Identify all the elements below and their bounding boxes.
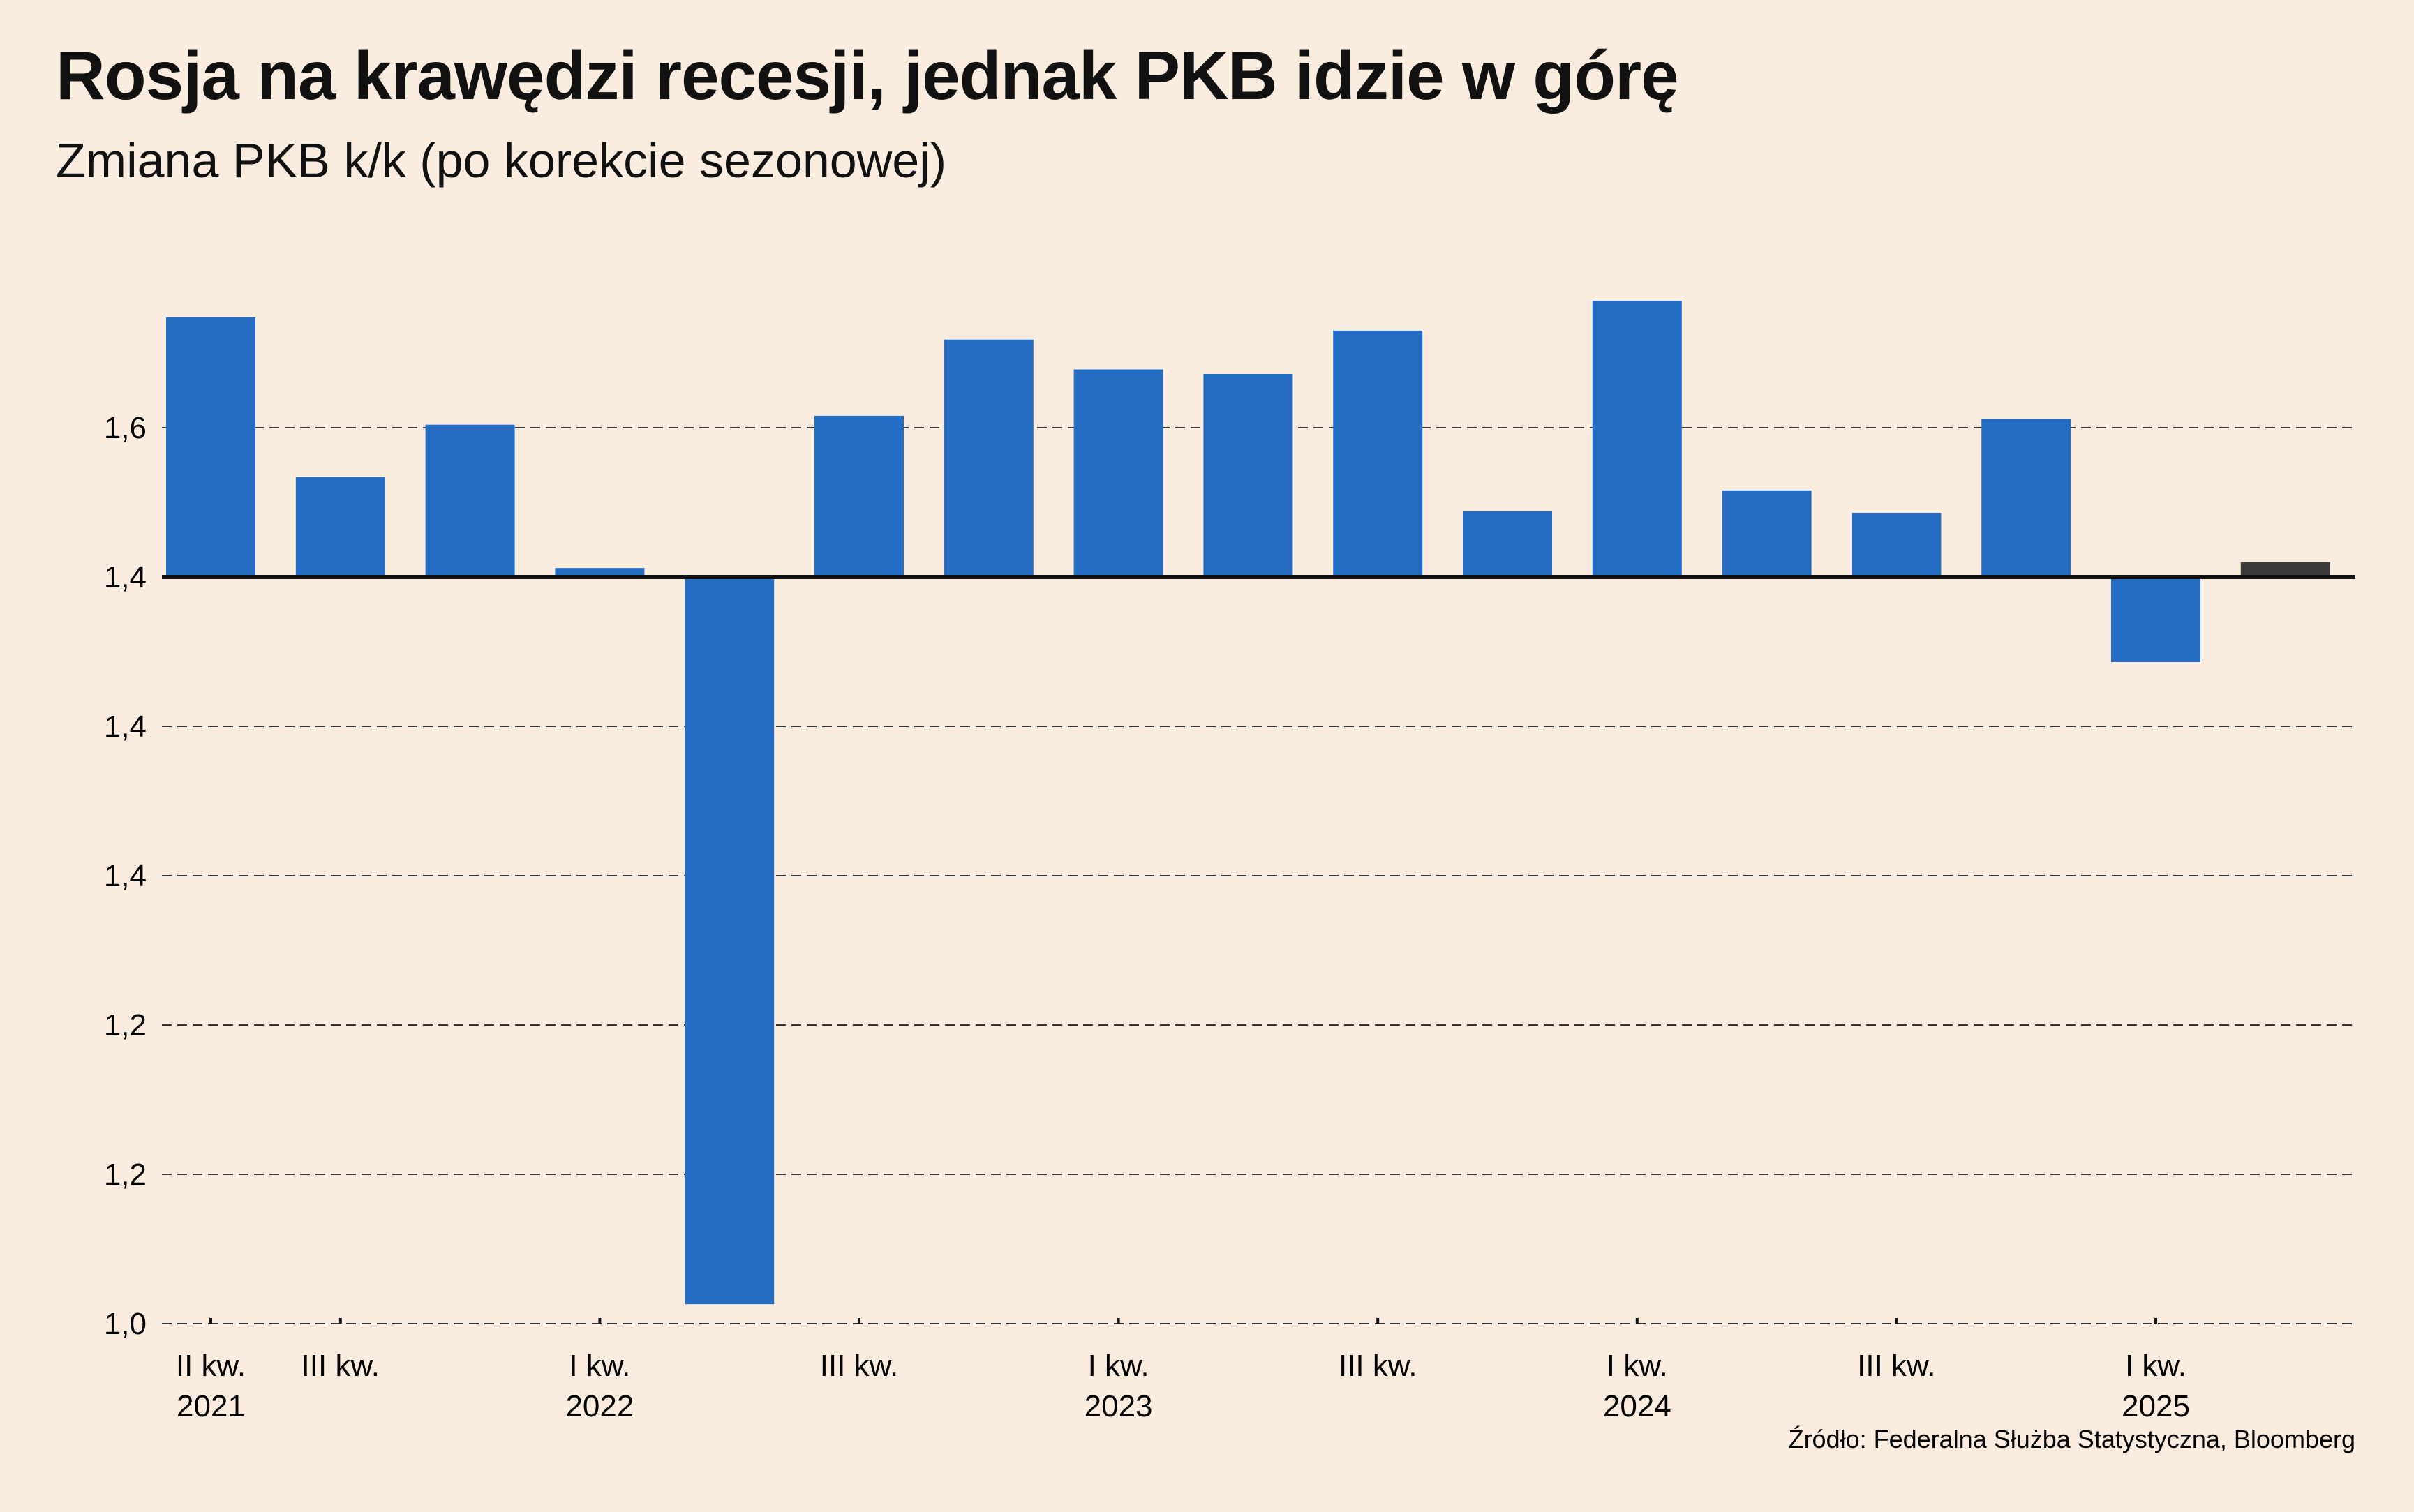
x-tick-year: 2025 [2122,1389,2190,1423]
x-tick-label: I kw. [1607,1349,1668,1383]
bar-ii-kw-2022 [685,577,775,1305]
y-tick-label: 1,4 [104,560,147,594]
bar-iii-kw-2021 [295,477,385,577]
x-tick-year: 2023 [1085,1389,1153,1423]
chart-title: Rosja na krawędzi recesji, jednak PKB id… [56,37,1679,114]
bar-i-kw-2024 [1592,301,1682,577]
source-note: Źródło: Federalna Służba Statystyczna, B… [1789,1425,2355,1453]
chart-subtitle: Zmiana PKB k/k (po korekcie sezonowej) [56,133,947,188]
y-tick-label: 1,2 [104,1158,147,1192]
bar-iii-kw-2024 [1852,512,1942,577]
y-tick-label: 1,4 [104,859,147,893]
x-tick-year: 2021 [177,1389,245,1423]
bar-i-kw-2022 [555,568,645,577]
x-tick-label: III kw. [1339,1349,1417,1383]
bar-ii-kw-2024 [1722,490,1812,577]
bar-iv-kw-2021 [425,424,515,577]
bar-iii-kw-2023 [1333,330,1423,577]
x-tick-label: I kw. [1088,1349,1149,1383]
bar-ii-kw-2025 [2240,562,2330,577]
x-tick-label: III kw. [1857,1349,1935,1383]
bar-iv-kw-2024 [1981,419,2071,577]
x-tick-label: I kw. [2125,1349,2186,1383]
x-tick-label: III kw. [301,1349,380,1383]
bar-ii-kw-2021 [166,317,255,577]
x-tick-label: I kw. [569,1349,630,1383]
bar-i-kw-2023 [1073,369,1163,577]
x-tick-label: II kw. [176,1349,246,1383]
bar-ii-kw-2023 [1203,373,1293,577]
bar-iv-kw-2022 [944,339,1034,577]
bar-iv-kw-2023 [1463,511,1552,577]
y-tick-label: 1,4 [104,710,147,744]
x-tick-year: 2024 [1603,1389,1671,1423]
x-tick-year: 2022 [565,1389,634,1423]
bar-i-kw-2025 [2111,577,2200,662]
y-tick-label: 1,2 [104,1008,147,1042]
bar-iii-kw-2022 [814,415,904,577]
y-tick-label: 1,0 [104,1307,147,1341]
y-tick-label: 1,6 [104,411,147,445]
x-tick-label: III kw. [820,1349,898,1383]
